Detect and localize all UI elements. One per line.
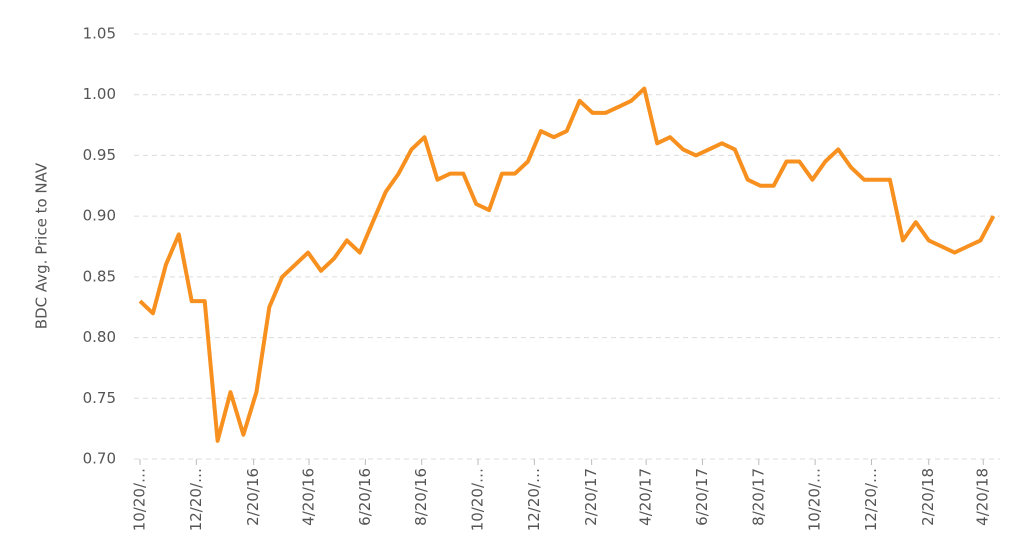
- x-tick-label: 4/20/17: [637, 468, 655, 526]
- x-tick-label: 10/20/…: [131, 468, 149, 531]
- y-tick-label: 0.80: [83, 328, 116, 346]
- y-tick-label: 1.05: [83, 25, 116, 43]
- y-tick-label: 0.95: [83, 146, 116, 164]
- x-tick-label: 2/20/18: [919, 468, 937, 526]
- x-tick-label: 4/20/16: [300, 468, 318, 526]
- x-tick-label: 8/20/16: [412, 468, 430, 526]
- data-line: [138, 86, 996, 443]
- x-tick-label: 2/20/17: [582, 468, 600, 526]
- x-tick-label: 12/20/…: [187, 468, 205, 531]
- y-tick-label: 1.00: [83, 85, 116, 103]
- y-tick-label: 0.75: [83, 389, 116, 407]
- y-tick-label: 0.70: [83, 450, 116, 468]
- x-tick-label: 4/20/18: [974, 468, 992, 526]
- x-tick-label: 10/20/…: [469, 468, 487, 531]
- x-tick-label: 12/20/…: [525, 468, 543, 531]
- x-tick-label: 6/20/16: [356, 468, 374, 526]
- y-tick-label: 0.90: [83, 207, 116, 225]
- y-tick-label: 0.85: [83, 267, 116, 285]
- x-tick-label: 2/20/16: [244, 468, 262, 526]
- y-axis-label: BDC Avg. Price to NAV: [33, 162, 51, 329]
- x-tick-label: 12/20/…: [862, 468, 880, 531]
- x-tick-label: 6/20/17: [693, 468, 711, 526]
- x-tick-label: 8/20/17: [749, 468, 767, 526]
- x-tick-label: 10/20/…: [806, 468, 824, 531]
